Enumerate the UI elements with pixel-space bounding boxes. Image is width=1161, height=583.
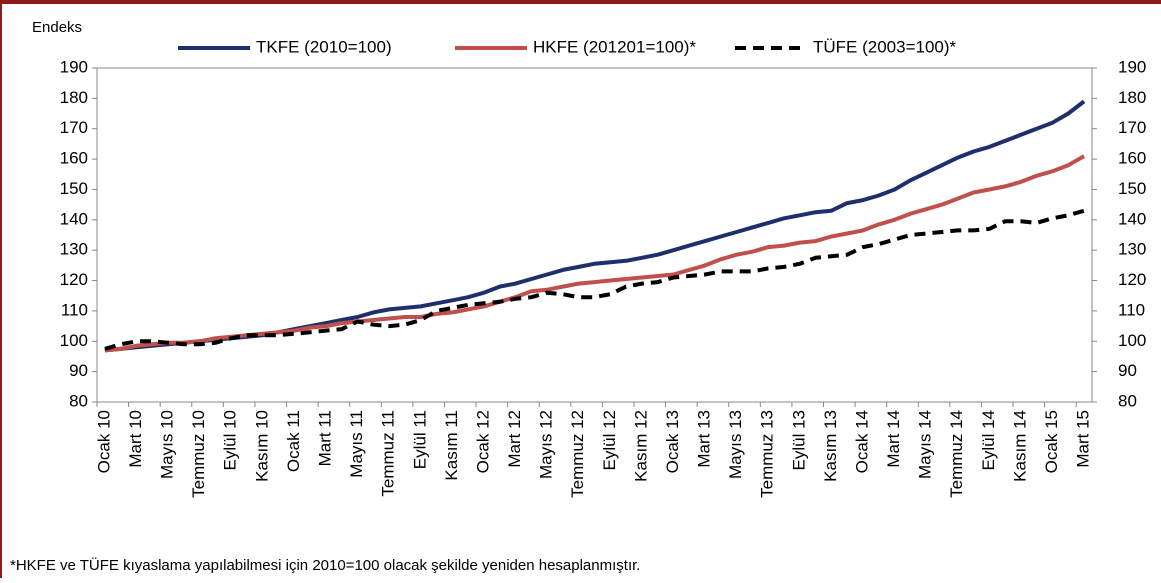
x-tick-label: Kasım 14 [1010, 410, 1029, 482]
x-tick-label: Temmuz 14 [947, 410, 966, 498]
y-tick-label: 190 [60, 57, 88, 76]
x-tick-label: Mayıs 13 [726, 410, 745, 479]
series-line [104, 154, 1086, 353]
y-tick-label: 130 [60, 240, 88, 259]
x-tick-label: Ocak 15 [1042, 410, 1061, 473]
y-tick-label: 160 [60, 149, 88, 168]
x-tick-label: Eylül 10 [221, 410, 240, 470]
x-tick-label: Temmuz 10 [189, 410, 208, 498]
x-tick-label: Mayıs 12 [537, 410, 556, 479]
top-border [0, 0, 1161, 4]
y2-tick-label: 160 [1118, 149, 1146, 168]
x-tick-label: Ocak 11 [284, 410, 303, 472]
y2-tick-label: 120 [1118, 270, 1146, 289]
x-tick-label: Temmuz 13 [758, 410, 777, 498]
x-tick-label: Ocak 12 [473, 410, 492, 473]
series-line [104, 208, 1085, 351]
y2-tick-label: 170 [1118, 118, 1146, 137]
y-axis-label: Endeks [32, 19, 82, 36]
y-tick-label: 120 [60, 270, 88, 289]
x-tick-label: Mart 12 [505, 410, 524, 468]
x-tick-label: Mart 15 [1074, 410, 1093, 468]
x-tick-label: Mayıs 11 [347, 410, 366, 478]
legend-label: TÜFE (2003=100)* [813, 37, 957, 56]
y-tick-label: 80 [69, 391, 88, 410]
x-tick-label: Mart 13 [695, 410, 714, 468]
x-tick-label: Mart 10 [126, 410, 145, 468]
y2-tick-label: 130 [1118, 240, 1146, 259]
x-tick-label: Ocak 13 [663, 410, 682, 473]
x-tick-label: Mart 11 [315, 410, 334, 466]
x-tick-label: Eylül 11 [410, 410, 429, 469]
x-tick-label: Mayıs 14 [916, 410, 935, 479]
y2-tick-label: 110 [1118, 300, 1145, 319]
x-tick-label: Temmuz 12 [568, 410, 587, 498]
y2-tick-label: 90 [1118, 361, 1137, 380]
left-border [0, 0, 2, 578]
legend-label: TKFE (2010=100) [256, 37, 392, 56]
x-tick-label: Kasım 13 [821, 410, 840, 482]
plot-area [96, 67, 1093, 403]
y-tick-label: 110 [61, 300, 88, 319]
legend-label: HKFE (201201=100)* [533, 37, 696, 56]
x-tick-label: Mayıs 10 [158, 410, 177, 479]
x-tick-label: Mart 14 [884, 410, 903, 468]
x-tick-label: Eylül 13 [789, 410, 808, 470]
y-tick-label: 150 [60, 179, 88, 198]
y2-tick-label: 190 [1118, 57, 1146, 76]
x-tick-label: Ocak 10 [94, 410, 113, 473]
y-tick-label: 90 [69, 361, 88, 380]
series-line [104, 99, 1086, 353]
x-tick-label: Kasım 12 [631, 410, 650, 482]
y-tick-label: 100 [60, 331, 88, 350]
x-tick-label: Kasım 11 [442, 410, 461, 481]
y-tick-label: 140 [60, 209, 88, 228]
y2-tick-label: 180 [1118, 88, 1146, 107]
x-tick-label: Temmuz 11 [379, 410, 398, 497]
y2-tick-label: 80 [1118, 391, 1137, 410]
y2-tick-label: 140 [1118, 209, 1146, 228]
y2-tick-label: 150 [1118, 179, 1146, 198]
footnote: *HKFE ve TÜFE kıyaslama yapılabilmesi iç… [10, 556, 640, 574]
y-tick-label: 180 [60, 88, 88, 107]
y-tick-label: 170 [60, 118, 88, 137]
x-tick-label: Eylül 14 [979, 410, 998, 470]
x-tick-label: Eylül 12 [600, 410, 619, 470]
x-tick-label: Kasım 10 [252, 410, 271, 482]
x-tick-label: Ocak 14 [852, 410, 871, 473]
y2-tick-label: 100 [1118, 331, 1146, 350]
